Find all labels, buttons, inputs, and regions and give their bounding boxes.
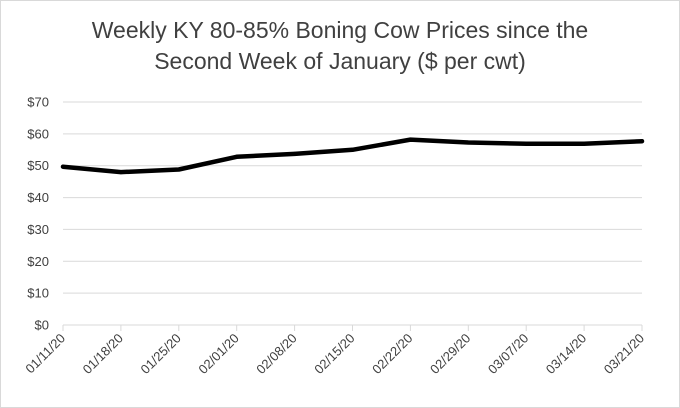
y-tick-label: $30 [27, 222, 49, 237]
y-tick-label: $0 [35, 318, 49, 333]
series-line-0 [60, 137, 645, 175]
data-point [524, 141, 529, 146]
y-tick-label: $60 [27, 126, 49, 141]
data-point [466, 140, 471, 145]
series-layer [60, 137, 645, 175]
grid-lines [63, 101, 642, 294]
y-tick-label: $70 [27, 95, 49, 110]
x-tick-label: 03/07/20 [485, 331, 531, 377]
x-tick-label: 02/22/20 [369, 331, 415, 377]
data-point [582, 141, 587, 146]
x-tick-label: 02/29/20 [427, 331, 473, 377]
data-point [118, 170, 123, 175]
data-point [408, 137, 413, 142]
x-axis-ticks: 01/11/20 01/18/20 01/25/20 02/01/20 02/08/20… [22, 325, 647, 377]
x-tick-label: 03/14/20 [543, 331, 589, 377]
y-tick-label: $50 [27, 158, 49, 173]
x-tick-label: 01/25/20 [138, 331, 184, 377]
x-tick-label: 01/18/20 [80, 331, 126, 377]
x-tick-label: 02/08/20 [253, 331, 299, 377]
x-tick-label: 02/01/20 [195, 331, 241, 377]
y-axis-ticks: $0 $10 $20 $30 $40 $50 $60 $70 [27, 95, 49, 333]
x-tick-label: 02/15/20 [311, 331, 357, 377]
chart-title: Weekly KY 80-85% Boning Cow Prices since… [1, 15, 679, 77]
data-point [350, 147, 355, 152]
y-tick-label: $40 [27, 190, 49, 205]
data-point [640, 139, 644, 144]
chart-title-line-1: Weekly KY 80-85% Boning Cow Prices since… [91, 17, 589, 43]
y-tick-label: $20 [27, 254, 49, 269]
chart-title-line-2: Second Week of January ($ per cwt) [154, 48, 526, 74]
data-point [176, 167, 181, 172]
y-tick-label: $10 [27, 286, 49, 301]
x-tick-label: 01/11/20 [22, 331, 68, 377]
x-tick-label: 03/21/20 [601, 331, 647, 377]
data-point [61, 164, 65, 169]
data-point [234, 154, 239, 159]
data-point [292, 151, 297, 156]
